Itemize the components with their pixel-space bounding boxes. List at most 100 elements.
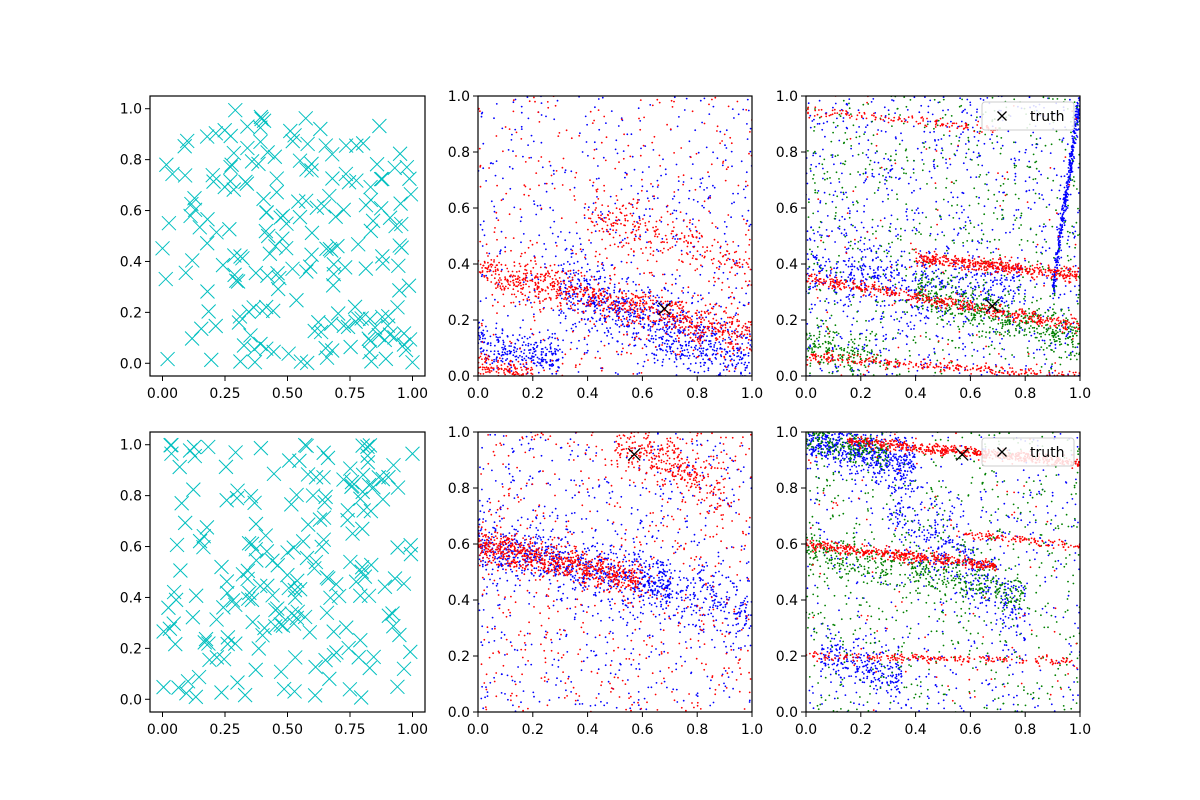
data-point [728, 321, 731, 324]
data-point [730, 302, 733, 305]
data-point [593, 290, 595, 292]
data-point [646, 259, 649, 262]
data-point [700, 298, 703, 301]
data-point [956, 289, 958, 292]
data-point [842, 117, 845, 119]
data-point [842, 271, 845, 273]
data-point [669, 247, 672, 250]
data-point [580, 250, 583, 253]
data-point [488, 252, 491, 255]
data-point [582, 293, 584, 296]
data-point [527, 367, 530, 370]
data-point [184, 253, 200, 268]
data-point [966, 112, 968, 114]
data-point [967, 216, 970, 219]
data-point [703, 97, 706, 100]
data-point [609, 274, 611, 277]
data-point [645, 345, 648, 348]
data-point [533, 350, 536, 353]
data-point [606, 257, 608, 259]
data-point [733, 201, 735, 204]
data-point [877, 225, 879, 227]
data-point [391, 283, 407, 298]
data-point [931, 270, 934, 273]
data-point [593, 141, 596, 144]
data-point [539, 302, 541, 304]
data-point [340, 319, 356, 335]
data-point [625, 295, 628, 298]
data-point [591, 211, 594, 214]
data-point [1036, 348, 1038, 351]
data-point [632, 223, 634, 226]
data-point [487, 261, 489, 264]
data-point [485, 180, 487, 182]
data-point [675, 340, 678, 343]
data-point [719, 372, 721, 375]
data-point [500, 199, 503, 202]
data-point [550, 288, 553, 291]
data-point [505, 192, 508, 195]
data-point [977, 152, 980, 155]
data-point [515, 281, 518, 283]
data-point [630, 322, 633, 325]
data-point [966, 98, 969, 101]
data-point [671, 106, 674, 108]
data-point [992, 284, 994, 287]
data-point [533, 96, 535, 99]
data-point [678, 238, 681, 240]
data-point [292, 209, 308, 225]
data-point [533, 288, 536, 290]
data-point [1054, 343, 1057, 346]
data-point [862, 276, 865, 278]
data-point [728, 350, 731, 352]
data-point [576, 260, 579, 263]
data-point [595, 320, 598, 323]
data-point [369, 156, 385, 172]
data-point [881, 326, 884, 329]
data-point [676, 305, 679, 307]
data-point [667, 248, 670, 251]
data-point [1075, 108, 1078, 110]
data-point [730, 358, 733, 361]
data-point [661, 296, 663, 299]
data-point [1013, 157, 1016, 160]
data-point [934, 248, 937, 250]
data-point [585, 289, 587, 292]
data-point [820, 269, 823, 272]
data-point [611, 308, 614, 310]
data-point [737, 343, 739, 345]
data-point [633, 303, 636, 306]
data-point [898, 178, 900, 181]
data-point [519, 326, 522, 329]
data-point [545, 266, 548, 269]
data-point [676, 318, 679, 321]
data-point [507, 362, 510, 365]
data-point [319, 350, 335, 366]
data-point [481, 271, 484, 273]
data-point [727, 214, 730, 216]
data-point [588, 303, 590, 306]
data-point [875, 257, 878, 260]
data-point [490, 274, 493, 276]
data-point [713, 313, 716, 316]
data-point [488, 167, 490, 169]
data-point [558, 286, 561, 288]
data-point [989, 138, 991, 141]
data-point [524, 185, 527, 188]
data-point [543, 298, 546, 301]
data-point [704, 326, 707, 328]
data-point [702, 347, 705, 350]
data-point [684, 329, 686, 331]
data-point [736, 272, 739, 275]
data-point [711, 222, 714, 225]
data-point [548, 368, 551, 370]
data-point [549, 284, 552, 287]
data-point [716, 157, 719, 160]
data-point [869, 267, 872, 270]
data-point [859, 173, 861, 176]
data-point [522, 281, 525, 283]
data-point [732, 348, 735, 350]
data-point [540, 156, 543, 158]
data-point [977, 284, 980, 287]
data-point [912, 218, 915, 221]
